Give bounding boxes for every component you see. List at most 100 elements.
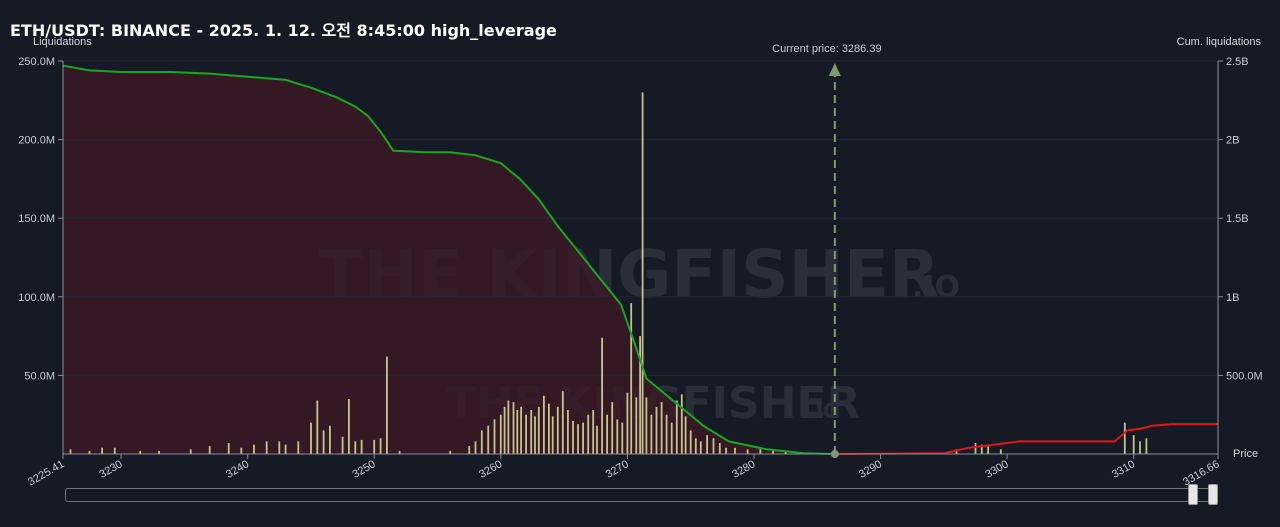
- left-tick-label-0: 50.0M: [24, 370, 55, 382]
- liquidation-bar-16: [316, 400, 319, 454]
- liquidation-bars: [69, 92, 1148, 455]
- liquidation-bar-40: [530, 410, 533, 454]
- liquidation-bar-65: [645, 397, 648, 454]
- liquidation-bar-8: [227, 443, 230, 454]
- liquidation-bar-73: [684, 416, 687, 454]
- liquidation-bar-28: [468, 446, 471, 454]
- liquidation-bar-10: [253, 444, 255, 454]
- liquidation-bar-50: [577, 424, 579, 454]
- liquidation-bar-84: [772, 450, 774, 454]
- cumulative-long-area: [63, 65, 835, 454]
- watermark-suffix-large: .IO: [912, 270, 960, 305]
- liquidation-bar-48: [567, 410, 569, 454]
- liquidation-bar-69: [665, 414, 668, 454]
- liquidation-bar-61: [630, 303, 633, 454]
- liquidation-bar-32: [493, 419, 496, 454]
- liquidation-bar-29: [474, 441, 477, 454]
- range-scrollbar-handle[interactable]: [1186, 484, 1220, 505]
- liquidation-bar-70: [670, 422, 673, 454]
- liquidation-bar-14: [297, 441, 300, 454]
- liquidation-bar-26: [398, 450, 401, 454]
- liquidation-bar-41: [534, 416, 536, 454]
- liquidation-bar-59: [621, 422, 624, 454]
- liquidation-bar-86: [955, 449, 958, 454]
- liquidation-bar-34: [503, 406, 506, 454]
- liquidation-bar-45: [551, 416, 554, 454]
- left-tick-label-4: 250.0M: [18, 56, 55, 68]
- liquidation-bar-85: [784, 450, 787, 454]
- liquidation-bar-58: [616, 419, 619, 454]
- liquidation-bar-11: [265, 441, 268, 454]
- liquidation-bar-15: [310, 422, 312, 454]
- range-handle-left-grip[interactable]: [1188, 484, 1198, 505]
- liquidation-bar-47: [561, 391, 564, 454]
- range-handle-right-grip[interactable]: [1208, 484, 1218, 505]
- liquidation-bar-54: [596, 425, 598, 454]
- liquidation-bar-79: [718, 443, 721, 454]
- liquidation-bar-9: [240, 447, 243, 454]
- liquidation-bar-23: [373, 439, 376, 454]
- left-axis-ticks: 50.0M 100.0M 150.0M 200.0M 250.0M: [18, 56, 63, 382]
- liquidation-bar-0: [69, 449, 72, 454]
- x-tick-label-9: 3310: [1110, 458, 1137, 481]
- current-price-label: Current price: 3286.39: [772, 43, 881, 55]
- liquidation-bar-31: [487, 425, 490, 454]
- liquidation-bar-30: [480, 430, 483, 454]
- x-tick-label-3: 3250: [351, 458, 378, 481]
- chart-title: ETH/USDT: BINANCE - 2025. 1. 12. 오전 8:45…: [10, 21, 557, 40]
- liquidation-bar-62: [635, 397, 638, 454]
- x-tick-label-0: 3225.41: [26, 458, 66, 488]
- liquidation-bar-57: [611, 402, 614, 454]
- liquidation-bar-17: [322, 430, 325, 454]
- liquidation-bar-20: [348, 399, 350, 454]
- right-tick-label-4: 2.5B: [1226, 56, 1249, 68]
- right-tick-label-0: 500.0M: [1226, 370, 1263, 382]
- liquidation-bar-22: [360, 439, 363, 454]
- x-tick-label-6: 3280: [730, 458, 757, 481]
- liquidation-bar-5: [158, 450, 160, 454]
- liquidation-bar-36: [512, 402, 515, 454]
- liquidation-bar-27: [449, 450, 452, 454]
- liquidation-bar-42: [537, 406, 540, 454]
- liquidation-bar-43: [543, 395, 545, 454]
- x-tick-label-8: 3300: [983, 458, 1010, 481]
- liquidation-bar-52: [587, 414, 590, 454]
- liquidation-bar-55: [601, 337, 603, 454]
- range-scrollbar[interactable]: [65, 488, 1218, 502]
- liquidation-bar-56: [606, 414, 608, 454]
- liquidation-bar-91: [1123, 422, 1126, 454]
- liquidation-bar-44: [548, 403, 550, 454]
- x-tick-label-5: 3270: [604, 458, 631, 481]
- liquidation-bar-49: [572, 421, 574, 454]
- liquidation-bar-2: [101, 447, 103, 454]
- liquidation-bar-76: [699, 441, 702, 454]
- liquidation-bar-68: [660, 402, 663, 454]
- liquidation-bar-21: [354, 441, 357, 454]
- right-tick-label-3: 2B: [1226, 135, 1239, 147]
- right-tick-label-2: 1.5B: [1226, 213, 1249, 225]
- liquidation-bar-81: [734, 447, 736, 454]
- left-axis-label: Liquidations: [33, 36, 92, 48]
- left-tick-label-2: 150.0M: [18, 213, 55, 225]
- x-tick-label-1: 3230: [97, 458, 124, 481]
- right-axis-label: Cum. liquidations: [1177, 36, 1262, 48]
- liquidation-bar-1: [88, 450, 91, 454]
- liquidation-bar-53: [592, 410, 595, 454]
- liquidation-bar-25: [386, 356, 388, 454]
- liquidation-bar-12: [278, 441, 281, 454]
- liquidation-bar-63: [639, 336, 641, 454]
- current-price-arrow: [828, 63, 841, 76]
- liquidation-bar-93: [1139, 441, 1141, 454]
- liquidation-bar-7: [208, 446, 211, 454]
- liquidation-bar-77: [706, 435, 708, 454]
- liquidation-bar-90: [999, 449, 1002, 454]
- liquidation-bar-71: [675, 400, 678, 454]
- x-tick-label-2: 3240: [224, 458, 251, 481]
- axes: [62, 61, 1219, 455]
- liquidation-bar-94: [1145, 438, 1148, 454]
- liquidation-bar-92: [1132, 435, 1135, 454]
- liquidation-bar-37: [516, 410, 519, 454]
- liquidation-bar-67: [655, 406, 658, 454]
- liquidation-bar-88: [980, 444, 983, 454]
